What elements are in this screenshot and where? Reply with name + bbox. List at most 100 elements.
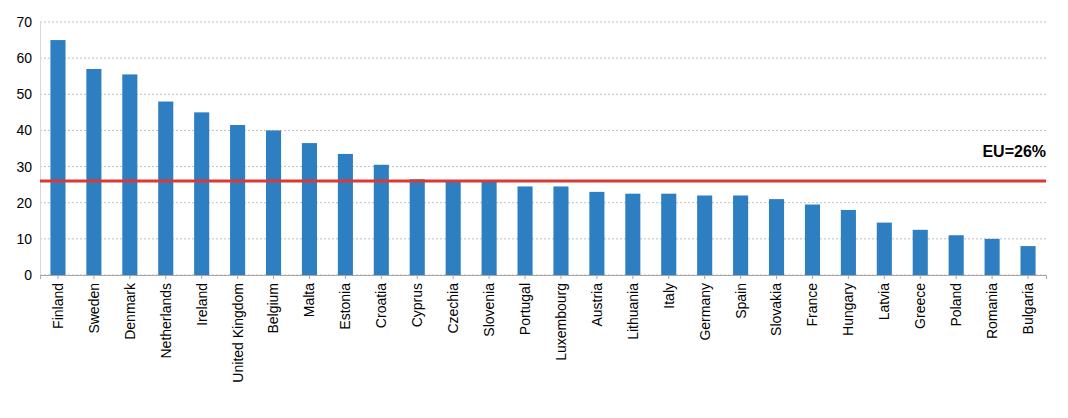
bar bbox=[625, 194, 640, 275]
y-tick: 40 bbox=[16, 122, 40, 138]
x-tick-label: Sweden bbox=[86, 283, 102, 334]
x-tick: Italy bbox=[661, 275, 677, 309]
x-tick: Cyprus bbox=[409, 275, 425, 327]
x-axis: Finland Sweden Denmark Netherlands Ireland Un… bbox=[41, 275, 1047, 383]
y-tick-label: 20 bbox=[16, 195, 32, 211]
y-tick: 30 bbox=[16, 159, 40, 175]
x-tick: Croatia bbox=[373, 275, 389, 328]
x-tick-label: Estonia bbox=[337, 283, 353, 330]
bar bbox=[482, 181, 497, 275]
y-tick: 60 bbox=[16, 50, 40, 66]
y-tick: 20 bbox=[16, 195, 40, 211]
bar bbox=[266, 130, 281, 275]
x-tick-label: Croatia bbox=[373, 283, 389, 328]
x-tick-mark bbox=[740, 275, 741, 279]
x-tick-mark bbox=[632, 275, 633, 279]
x-tick: Finland bbox=[50, 275, 66, 329]
x-tick-label: Spain bbox=[733, 283, 749, 319]
x-tick-label: United Kingdom bbox=[230, 283, 246, 383]
x-tick-label: Slovakia bbox=[768, 283, 784, 336]
x-tick-label: Netherlands bbox=[158, 283, 174, 359]
x-tick-mark bbox=[417, 275, 418, 279]
x-tick-label: Czechia bbox=[445, 283, 461, 334]
x-tick: Poland bbox=[948, 275, 964, 327]
x-tick: Netherlands bbox=[158, 275, 174, 359]
bar bbox=[446, 181, 461, 275]
y-tick: 70 bbox=[16, 14, 40, 30]
x-tick: Portugal bbox=[517, 275, 533, 335]
x-tick: France bbox=[804, 275, 820, 327]
x-tick-mark bbox=[776, 275, 777, 279]
bar bbox=[985, 239, 1000, 275]
chart: 0 10 20 30 40 50 60 70 Finland Sweden Denmark Nethe… bbox=[0, 0, 1068, 418]
x-tick-mark bbox=[453, 275, 454, 279]
x-tick: Bulgaria bbox=[1020, 275, 1036, 334]
y-tick-label: 60 bbox=[16, 50, 32, 66]
x-tick: United Kingdom bbox=[230, 275, 246, 383]
x-tick-label: Malta bbox=[301, 283, 317, 317]
bars bbox=[50, 40, 1035, 275]
x-tick-label: Latvia bbox=[876, 283, 892, 321]
plot: 0 10 20 30 40 50 60 70 Finland Sweden Denmark Nethe… bbox=[16, 14, 1046, 383]
bar bbox=[697, 195, 712, 275]
bar bbox=[553, 186, 568, 275]
y-tick-label: 70 bbox=[16, 14, 32, 30]
x-tick-mark bbox=[381, 275, 382, 279]
bar bbox=[338, 154, 353, 275]
bar bbox=[913, 230, 928, 275]
bar bbox=[733, 195, 748, 275]
y-tick-label: 30 bbox=[16, 159, 32, 175]
x-tick: Spain bbox=[733, 275, 749, 319]
x-tick-mark bbox=[920, 275, 921, 279]
y-tick: 50 bbox=[16, 86, 40, 102]
x-tick-mark bbox=[668, 275, 669, 279]
grid-line bbox=[40, 166, 1046, 167]
x-tick: Greece bbox=[912, 275, 928, 329]
x-tick-mark bbox=[309, 275, 310, 279]
x-tick: Czechia bbox=[445, 275, 461, 334]
x-tick-mark bbox=[1028, 275, 1029, 279]
x-tick: Sweden bbox=[86, 275, 102, 334]
bar bbox=[122, 74, 137, 275]
x-tick-mark bbox=[560, 275, 561, 279]
x-tick-mark bbox=[884, 275, 885, 279]
bar bbox=[194, 112, 209, 275]
x-tick-label: Cyprus bbox=[409, 283, 425, 327]
x-tick-mark bbox=[93, 275, 94, 279]
bar bbox=[661, 194, 676, 275]
x-tick: Malta bbox=[301, 275, 317, 317]
x-tick-label: Germany bbox=[697, 283, 713, 341]
y-axis: 0 10 20 30 40 50 60 70 bbox=[16, 14, 40, 283]
x-tick-label: France bbox=[804, 283, 820, 327]
bar bbox=[517, 186, 532, 275]
x-tick-mark bbox=[992, 275, 993, 279]
bar bbox=[769, 199, 784, 275]
x-axis-line bbox=[41, 276, 1047, 280]
y-tick-label: 40 bbox=[16, 122, 32, 138]
x-tick-mark bbox=[704, 275, 705, 279]
x-tick: Lithuania bbox=[625, 275, 641, 340]
x-tick: Slovenia bbox=[481, 275, 497, 337]
x-tick-mark bbox=[201, 275, 202, 279]
x-tick: Belgium bbox=[265, 275, 281, 334]
bar bbox=[841, 210, 856, 275]
bar bbox=[158, 102, 173, 275]
x-tick: Slovakia bbox=[768, 275, 784, 336]
bar bbox=[230, 125, 245, 275]
x-tick-label: Ireland bbox=[194, 283, 210, 326]
y-tick: 10 bbox=[16, 231, 40, 247]
bar bbox=[86, 69, 101, 275]
y-tick: 0 bbox=[24, 267, 40, 283]
reference-label: EU=26% bbox=[982, 143, 1046, 160]
x-tick: Denmark bbox=[122, 275, 138, 340]
x-tick-mark bbox=[525, 275, 526, 279]
x-tick-mark bbox=[956, 275, 957, 279]
y-tick-label: 10 bbox=[16, 231, 32, 247]
x-tick-label: Slovenia bbox=[481, 283, 497, 337]
x-tick-mark bbox=[596, 275, 597, 279]
x-tick: Austria bbox=[589, 275, 605, 327]
grid-line bbox=[40, 130, 1046, 131]
x-tick-label: Italy bbox=[661, 283, 677, 309]
x-tick: Germany bbox=[697, 275, 713, 341]
x-tick-mark bbox=[57, 275, 58, 279]
